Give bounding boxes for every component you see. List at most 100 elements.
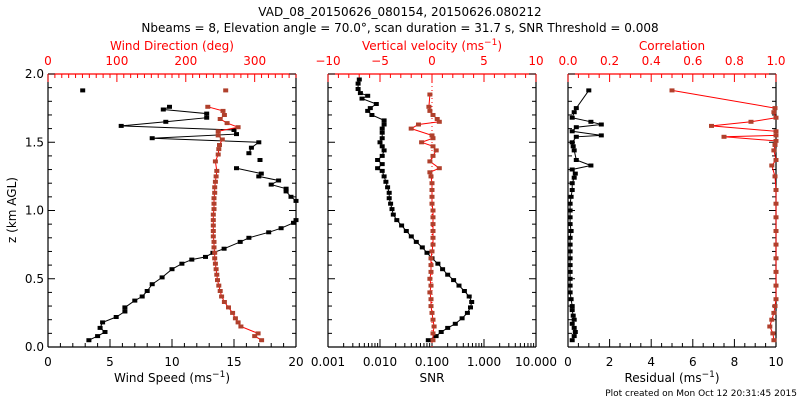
data-point — [204, 111, 210, 116]
data-point — [211, 207, 217, 212]
data-point — [570, 313, 576, 318]
data-point — [210, 212, 216, 217]
data-point — [211, 201, 217, 206]
data-point — [379, 130, 385, 135]
top-axis-label: Wind Direction (deg) — [110, 39, 234, 53]
data-point — [468, 305, 473, 310]
data-point — [212, 250, 218, 255]
x-axis-label-end: ) — [225, 371, 230, 385]
data-point — [215, 133, 221, 138]
data-point — [569, 304, 575, 309]
data-point — [224, 121, 230, 126]
data-point — [568, 297, 574, 302]
data-point — [283, 189, 289, 194]
data-point — [429, 181, 435, 186]
data-point — [569, 188, 575, 192]
data-point — [257, 158, 263, 162]
data-point — [567, 269, 573, 274]
series-wind-direction-highest — [223, 88, 229, 93]
data-point — [428, 283, 434, 288]
data-point — [365, 93, 371, 98]
x-tick-label: 0 — [564, 355, 572, 369]
data-point — [266, 230, 272, 235]
data-point — [429, 188, 435, 192]
x-tick-label: 0.100 — [415, 355, 449, 369]
data-point — [588, 119, 594, 124]
data-point — [255, 331, 261, 336]
data-point — [572, 330, 578, 334]
data-point — [132, 298, 138, 303]
data-point — [381, 122, 387, 127]
data-point — [212, 159, 218, 164]
data-point — [567, 242, 573, 247]
data-point — [231, 128, 237, 132]
data-point — [217, 143, 222, 147]
data-point — [571, 175, 577, 180]
data-point — [293, 218, 299, 223]
x-tick-label: 20 — [288, 355, 303, 369]
data-point — [573, 134, 579, 139]
data-point — [430, 229, 436, 233]
x-tick-label: 10.000 — [515, 355, 557, 369]
data-point — [210, 218, 216, 223]
data-point — [215, 129, 221, 134]
data-point — [213, 174, 219, 179]
data-point — [569, 321, 575, 326]
data-point — [771, 310, 777, 315]
x-tick-label: 0.010 — [363, 355, 397, 369]
data-point — [386, 196, 392, 201]
data-point — [771, 338, 777, 343]
data-point — [430, 331, 436, 336]
series-wind-speed-top — [118, 104, 262, 156]
data-point — [571, 110, 577, 115]
data-point — [567, 208, 573, 213]
data-point — [773, 229, 779, 233]
data-point — [772, 106, 778, 111]
data-point — [212, 256, 218, 261]
data-point — [773, 158, 779, 162]
data-point — [430, 317, 436, 322]
data-point — [246, 235, 252, 240]
data-point — [230, 310, 236, 315]
data-point — [394, 218, 400, 223]
top-axis-label-end: ) — [497, 39, 502, 53]
top-axis-label: Correlation — [639, 39, 705, 53]
data-point — [259, 338, 265, 343]
top-tick-label: −10 — [315, 54, 340, 68]
data-point — [379, 153, 385, 158]
data-point — [669, 88, 675, 93]
series-line — [671, 89, 777, 341]
data-point — [139, 294, 145, 299]
data-point — [211, 196, 217, 201]
series-correlation — [669, 88, 779, 343]
x-axis-label-sup: −1 — [702, 370, 715, 380]
panel-right: 0 2 4 6 8 10 Residual (ms−1) 0.0 0.2 0.4 0.6 0.8 1.0… — [558, 39, 785, 385]
data-point — [355, 87, 361, 91]
data-point — [773, 201, 779, 206]
data-point — [773, 133, 779, 138]
data-point — [573, 158, 579, 162]
data-point — [568, 229, 574, 233]
x-tick-label: 10 — [164, 355, 179, 369]
figure-title: VAD_08_20150626_080154, 20150626.080212 — [258, 5, 541, 19]
top-tick-label: 0.0 — [558, 54, 577, 68]
data-point — [365, 108, 371, 113]
data-point — [771, 110, 777, 115]
data-point — [433, 148, 439, 153]
x-axis-label-end: ) — [715, 371, 720, 385]
data-point — [435, 261, 441, 266]
data-point — [567, 235, 573, 240]
data-point — [445, 272, 451, 277]
data-point — [429, 310, 435, 315]
top-tick-label: 100 — [105, 54, 128, 68]
x-tick-label: 4 — [647, 355, 655, 369]
data-point — [569, 308, 575, 313]
data-point — [773, 215, 779, 220]
data-point — [408, 234, 414, 239]
top-tick-label: 0 — [428, 54, 436, 68]
data-point — [430, 215, 436, 220]
data-point — [379, 144, 385, 149]
data-point — [403, 229, 409, 233]
data-point — [232, 316, 238, 321]
